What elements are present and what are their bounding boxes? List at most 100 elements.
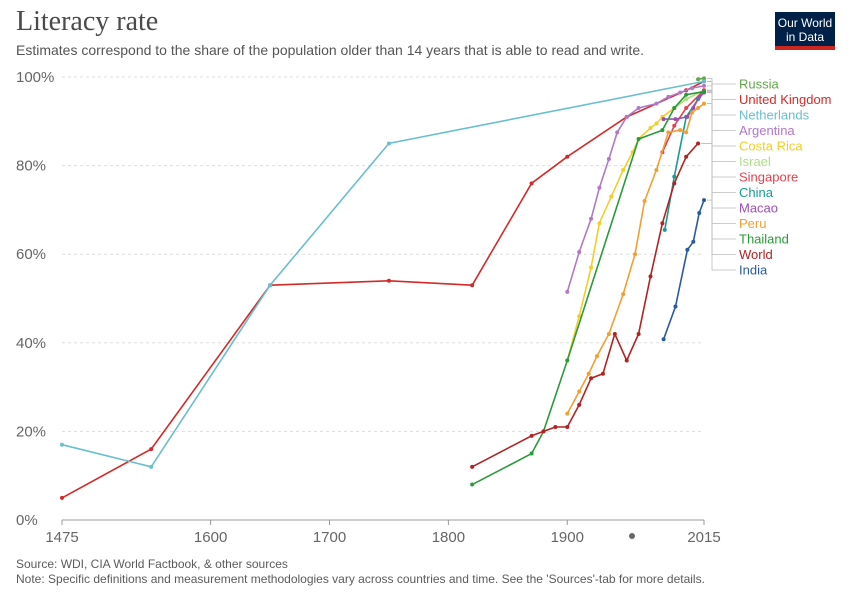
data-point xyxy=(529,451,534,456)
data-point xyxy=(684,106,689,111)
series-label: China xyxy=(739,185,774,200)
series-label: World xyxy=(739,247,773,262)
data-point xyxy=(685,114,690,119)
data-point xyxy=(661,337,666,342)
data-point xyxy=(577,389,582,394)
data-point xyxy=(672,181,677,186)
data-point xyxy=(565,358,570,363)
series-world xyxy=(470,141,701,469)
data-point xyxy=(702,83,706,88)
methodology-note: Note: Specific definitions and measureme… xyxy=(16,572,705,586)
data-point xyxy=(654,168,659,173)
data-point xyxy=(386,278,391,283)
logo-line-2: in Data xyxy=(785,30,825,44)
data-point xyxy=(577,314,582,319)
owid-logo[interactable]: Our World in Data xyxy=(775,12,835,50)
series-label: United Kingdom xyxy=(739,92,832,107)
data-point xyxy=(386,141,391,146)
data-point xyxy=(615,130,620,135)
data-point xyxy=(529,181,534,186)
data-point xyxy=(660,128,665,133)
data-point xyxy=(697,211,702,216)
series-label: India xyxy=(739,263,768,278)
series-label: Russia xyxy=(739,77,780,92)
data-point xyxy=(654,101,659,106)
y-tick-label: 40% xyxy=(16,335,46,352)
series-label: Netherlands xyxy=(739,108,810,123)
data-point xyxy=(636,106,641,111)
series-line xyxy=(662,199,705,340)
series-united-kingdom xyxy=(60,79,706,500)
series-india xyxy=(661,198,706,342)
data-point xyxy=(702,79,706,84)
data-point xyxy=(661,117,666,122)
label-connector xyxy=(707,92,736,209)
data-point xyxy=(60,495,64,500)
series-label: Singapore xyxy=(739,170,798,185)
series-costa-rica xyxy=(565,88,706,363)
x-axis-ticks: 1475 1600 1700 1800 1900 2015 xyxy=(45,520,721,546)
data-point xyxy=(149,447,154,452)
data-point xyxy=(586,371,591,376)
y-tick-label: 20% xyxy=(16,423,46,440)
x-tick-label: 2015 xyxy=(687,529,720,546)
data-point xyxy=(541,429,546,434)
series-netherlands xyxy=(60,79,706,469)
data-point xyxy=(685,247,690,252)
series-line xyxy=(471,142,699,468)
data-point xyxy=(589,376,594,381)
data-point xyxy=(60,442,64,447)
data-point xyxy=(268,283,273,288)
data-point xyxy=(565,411,570,416)
data-point xyxy=(690,86,695,91)
series-line xyxy=(61,80,705,499)
y-tick-label: 60% xyxy=(16,246,46,263)
label-connector xyxy=(701,143,736,255)
chart-title: Literacy rate xyxy=(16,6,159,37)
data-point xyxy=(597,221,602,226)
data-point xyxy=(702,198,706,203)
data-point xyxy=(696,106,701,111)
data-point xyxy=(595,354,599,359)
x-tick-label: 1800 xyxy=(432,529,465,546)
data-point xyxy=(648,274,653,279)
data-point xyxy=(642,199,647,204)
data-point xyxy=(696,77,701,82)
data-point xyxy=(612,331,617,336)
x-tick-label: 1900 xyxy=(551,529,584,546)
data-point xyxy=(702,89,706,94)
data-point xyxy=(691,239,696,244)
y-tick-label: 100% xyxy=(16,69,54,86)
series-line xyxy=(661,89,705,153)
data-point xyxy=(696,141,701,146)
data-point xyxy=(672,106,677,111)
label-connector xyxy=(707,91,736,240)
data-point xyxy=(470,482,475,487)
data-point xyxy=(673,117,678,122)
label-connector xyxy=(707,103,736,224)
data-point xyxy=(149,464,154,469)
label-connector xyxy=(707,89,736,147)
grid-lines xyxy=(62,76,704,521)
series-label: Argentina xyxy=(739,123,795,138)
series-line xyxy=(471,90,705,486)
data-point xyxy=(600,371,605,376)
x-tick-label: 1700 xyxy=(313,529,346,546)
data-point xyxy=(589,265,594,270)
data-point xyxy=(529,433,534,438)
data-point xyxy=(702,101,706,106)
data-point xyxy=(577,402,582,407)
data-point xyxy=(577,249,582,254)
data-point xyxy=(606,331,611,336)
label-connector xyxy=(707,199,736,271)
data-point xyxy=(621,168,626,173)
series-line xyxy=(566,85,705,293)
series-label: Israel xyxy=(739,154,771,169)
series-peru xyxy=(565,101,706,416)
y-tick-label: 80% xyxy=(16,158,46,175)
series-label: Peru xyxy=(739,216,766,231)
timeline-marker[interactable] xyxy=(629,533,635,539)
data-point xyxy=(666,94,671,99)
data-point xyxy=(621,292,626,297)
